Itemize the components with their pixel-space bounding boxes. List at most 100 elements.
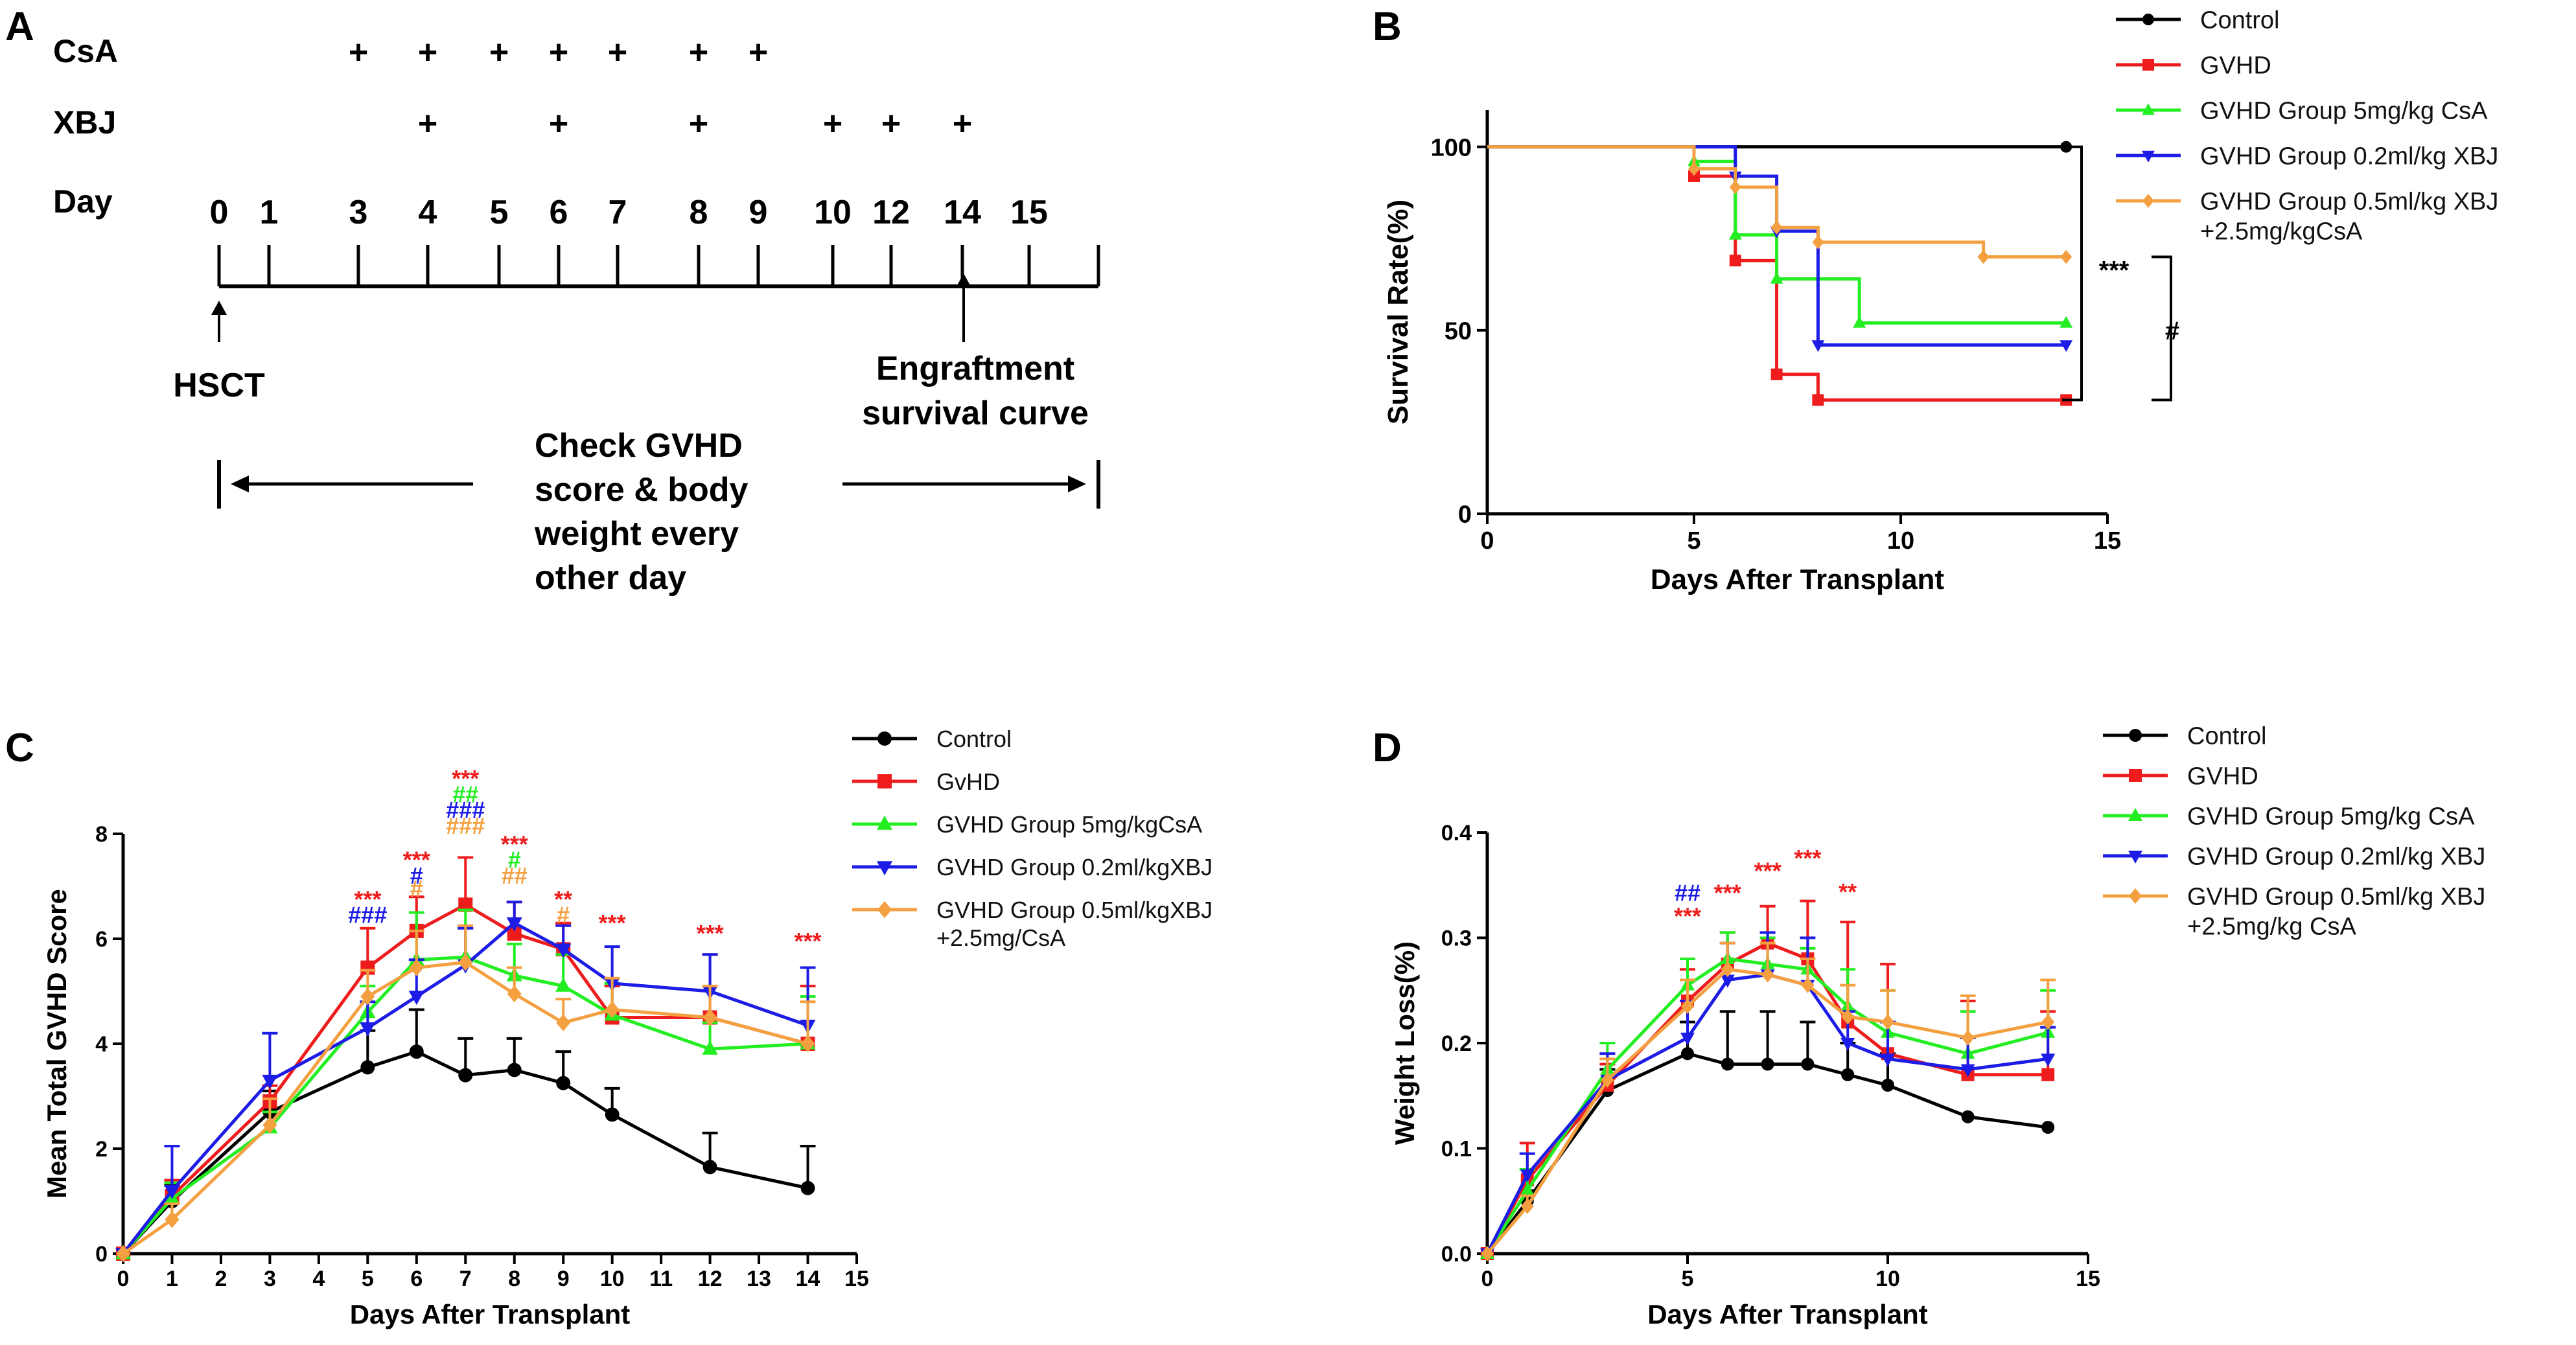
panel-label-c: C xyxy=(5,726,34,770)
data-point xyxy=(800,1035,815,1053)
significance-annotation: ** xyxy=(1839,879,1857,905)
data-point xyxy=(409,1044,424,1059)
y-tick-label-0-4: 0.4 xyxy=(1441,821,1472,845)
y-axis-title: Weight Loss(%) xyxy=(1389,941,1420,1145)
x-tick-label-5: 5 xyxy=(362,1267,374,1291)
significance-annotation: *** xyxy=(795,928,822,954)
data-point xyxy=(1721,1057,1734,1071)
data-point xyxy=(1812,235,1824,249)
data-point xyxy=(1961,1110,1975,1123)
xbj-dose-day-12: + xyxy=(881,105,901,143)
data-point xyxy=(1770,220,1783,235)
data-point xyxy=(556,1014,571,1031)
legend-marker xyxy=(877,731,892,746)
data-point xyxy=(458,954,473,971)
significance-annotation: ## xyxy=(452,781,478,807)
data-point xyxy=(1681,998,1694,1015)
data-point xyxy=(1520,1198,1534,1214)
data-point xyxy=(1881,1014,1894,1030)
legend-label-gvhd-group-0-5ml-kg-xbj-2-5mg-kgcsa: GVHD Group 0.5ml/kg XBJ xyxy=(2200,189,2498,216)
day-label-10: 10 xyxy=(814,194,852,231)
data-point xyxy=(1881,1053,1895,1067)
csa-dose-day-9: + xyxy=(748,34,768,71)
timeline-ticks xyxy=(217,245,1100,286)
legend-label-gvhd-group-0-5ml-kg-xbj-2-5mg-kgcsa: +2.5mg/kgCsA xyxy=(2200,218,2363,245)
x-axis-title: Days After Transplant xyxy=(350,1299,631,1329)
x-tick-label-0: 0 xyxy=(117,1267,130,1291)
legend-marker xyxy=(2142,194,2154,208)
timeline-panel: CsA XBJ Day 0 1 3 4 5 6 7 8 9 10 12 14 15 + + + + + + + + +… xyxy=(53,33,1100,597)
data-point xyxy=(2041,1014,2055,1030)
x-tick-label-15: 15 xyxy=(2076,1267,2100,1291)
xbj-row-label: XBJ xyxy=(53,104,116,141)
legend-marker xyxy=(2129,769,2142,782)
x-tick-label-9: 9 xyxy=(557,1267,570,1291)
y-tick-label-0-3: 0.3 xyxy=(1441,926,1472,951)
legend-marker xyxy=(2129,888,2142,904)
day-label-3: 3 xyxy=(349,194,368,231)
engraftment-label-line-1: Engraftment xyxy=(876,350,1074,387)
x-tick-label-10: 10 xyxy=(600,1267,625,1291)
significance-annotation: ## xyxy=(1675,880,1700,906)
panel-label-b: B xyxy=(1373,5,1402,49)
significance-annotation: # xyxy=(410,875,423,902)
x-tick-label-8: 8 xyxy=(508,1267,520,1291)
significance-annotation: *** xyxy=(403,847,430,873)
data-point xyxy=(2041,1053,2056,1067)
legend-label-gvhd: GVHD xyxy=(2200,52,2271,80)
data-point xyxy=(1770,271,1783,284)
right-range-arrow xyxy=(842,476,1086,492)
significance-annotation: # xyxy=(410,862,423,889)
legend-marker xyxy=(2142,59,2154,71)
day-label-4: 4 xyxy=(419,194,437,231)
significance-annotation: *** xyxy=(1674,902,1701,929)
weight-loss-chart: 0 5 10 15 0.0 0.1 0.2 0.3 0.4 Days After Transpla… xyxy=(1389,723,2485,1329)
hsct-arrow xyxy=(211,301,227,342)
legend: Control GVHD GVHD Group 5mg/kg CsA GVHD Gro… xyxy=(2116,7,2498,245)
legend-marker xyxy=(876,861,893,876)
series-gvhd xyxy=(1487,145,2072,406)
data-point xyxy=(605,1107,620,1122)
data-point xyxy=(1728,227,1742,240)
legend-marker xyxy=(2128,851,2142,864)
legend-label-gvhd-group-5mg-kgcsa: GVHD Group 5mg/kgCsA xyxy=(936,811,1202,838)
legend-label-control: Control xyxy=(2200,7,2280,34)
y-tick-label-0-1: 0.1 xyxy=(1441,1137,1472,1162)
timeline-day-labels: 0 1 3 4 5 6 7 8 9 10 12 14 15 xyxy=(210,194,1048,231)
y-tick-label-100: 100 xyxy=(1431,134,1472,161)
engraftment-label-line-2: survival curve xyxy=(862,395,1089,432)
data-point xyxy=(164,1185,180,1199)
x-tick-label-11: 11 xyxy=(649,1267,673,1291)
xbj-dose-day-10: + xyxy=(823,105,842,143)
data-point xyxy=(1961,1029,1975,1046)
check-label-line-3: weight every xyxy=(534,515,739,553)
legend-marker xyxy=(877,774,892,788)
legend-label-control: Control xyxy=(936,726,1012,752)
y-tick-label-0-0: 0.0 xyxy=(1441,1242,1472,1267)
significance-annotation: *** xyxy=(1794,845,1821,871)
legend-marker xyxy=(2142,103,2155,115)
y-tick-label-2: 2 xyxy=(95,1137,108,1162)
x-tick-label-12: 12 xyxy=(698,1267,723,1291)
data-point xyxy=(507,1063,522,1077)
x-tick-label-7: 7 xyxy=(459,1267,472,1291)
xbj-dose-day-4: + xyxy=(418,105,437,143)
y-tick-label-8: 8 xyxy=(95,822,108,847)
day-label-1: 1 xyxy=(260,194,279,231)
csa-dose-day-4: + xyxy=(418,34,437,71)
data-point xyxy=(1681,1047,1694,1061)
data-point xyxy=(2060,316,2073,328)
day-label-0: 0 xyxy=(210,194,229,231)
data-point xyxy=(1761,967,1774,983)
x-tick-label-5: 5 xyxy=(1682,1267,1694,1291)
series-line xyxy=(122,955,808,1255)
series-gvhd-group-5mg-kg-csa xyxy=(1487,145,2073,328)
y-axis-title: Mean Total GVHD Score xyxy=(41,889,72,1199)
y-tick-label-0-2: 0.2 xyxy=(1441,1031,1472,1056)
day-row-label: Day xyxy=(53,183,113,220)
legend-label-gvhd: GVHD xyxy=(2187,763,2258,790)
data-point xyxy=(555,977,572,992)
data-point xyxy=(605,1001,620,1018)
xbj-dose-day-14: + xyxy=(953,105,972,143)
